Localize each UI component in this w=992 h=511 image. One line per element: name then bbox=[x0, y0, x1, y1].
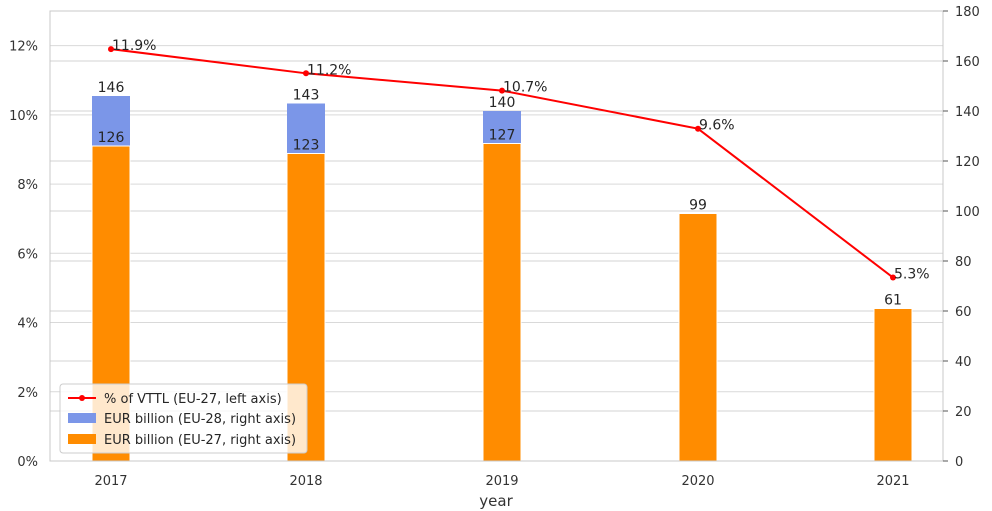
legend-label-vttl: % of VTTL (EU-27, left axis) bbox=[104, 392, 282, 407]
label-eu28: 146 bbox=[98, 80, 125, 96]
label-eu27: 99 bbox=[689, 198, 707, 214]
right-tick-label: 140 bbox=[955, 105, 980, 120]
data-labels: 146 143 140 126 123 127 99 61 11.9% 11.2% 10.7% 9.6… bbox=[98, 38, 930, 308]
left-tick-label: 0% bbox=[17, 455, 38, 470]
left-tick-label: 6% bbox=[17, 247, 38, 262]
point-vttl bbox=[499, 87, 505, 94]
x-tick-label: 2020 bbox=[681, 474, 714, 489]
x-tick-label: 2021 bbox=[876, 474, 909, 489]
left-tick-label: 12% bbox=[9, 40, 38, 55]
right-tick-label: 160 bbox=[955, 55, 980, 70]
legend-label-eu27: EUR billion (EU-27, right axis) bbox=[104, 433, 296, 448]
right-tick-label: 180 bbox=[955, 5, 980, 20]
x-tick-label: 2017 bbox=[94, 474, 127, 489]
bar-eu27 bbox=[678, 213, 718, 462]
legend-swatch-eu28 bbox=[68, 413, 96, 423]
plot-frame bbox=[49, 10, 944, 462]
legend-box bbox=[59, 383, 308, 454]
legend-marker-icon bbox=[79, 395, 85, 401]
right-tick-label: 60 bbox=[955, 305, 972, 320]
bar-eu27 bbox=[873, 308, 913, 462]
label-eu27: 61 bbox=[884, 293, 902, 309]
point-vttl bbox=[108, 46, 114, 53]
label-vttl: 5.3% bbox=[894, 267, 930, 283]
x-tick-label: 2019 bbox=[485, 474, 518, 489]
point-vttl bbox=[695, 125, 701, 132]
label-vttl: 11.9% bbox=[112, 38, 156, 54]
right-tick-label: 100 bbox=[955, 205, 980, 220]
x-tick-label: 2018 bbox=[289, 474, 322, 489]
x-axis-title: year bbox=[479, 492, 513, 510]
right-axis: 0 20 40 60 80 100 120 140 160 180 bbox=[943, 5, 980, 470]
right-tick-label: 40 bbox=[955, 355, 972, 370]
right-tick-label: 20 bbox=[955, 405, 972, 420]
label-eu27: 126 bbox=[98, 130, 125, 146]
legend-swatch-eu27 bbox=[68, 434, 96, 444]
left-tick-label: 8% bbox=[17, 178, 38, 193]
left-tick-label: 10% bbox=[9, 109, 38, 124]
plot-border bbox=[49, 10, 944, 462]
right-tick-label: 0 bbox=[955, 455, 963, 470]
legend: % of VTTL (EU-27, left axis) EUR billion … bbox=[59, 383, 308, 454]
left-axis: 0% 2% 4% 6% 8% 10% 12% bbox=[9, 40, 38, 470]
label-vttl: 9.6% bbox=[699, 118, 735, 134]
label-vttl: 10.7% bbox=[503, 80, 547, 96]
label-eu27: 127 bbox=[489, 128, 516, 144]
right-tick-label: 80 bbox=[955, 255, 972, 270]
line-layer bbox=[108, 46, 896, 281]
x-axis: year 2017 2018 2019 2020 2021 bbox=[94, 474, 909, 510]
left-tick-label: 2% bbox=[17, 386, 38, 401]
point-vttl bbox=[303, 70, 309, 77]
label-vttl: 11.2% bbox=[307, 62, 351, 78]
left-tick-label: 4% bbox=[17, 317, 38, 332]
legend-label-eu28: EUR billion (EU-28, right axis) bbox=[104, 412, 296, 427]
right-tick-label: 120 bbox=[955, 155, 980, 170]
label-eu28: 140 bbox=[489, 95, 516, 111]
bar-eu27 bbox=[482, 143, 522, 462]
point-vttl bbox=[890, 274, 896, 281]
label-eu28: 143 bbox=[293, 88, 320, 104]
label-eu27: 123 bbox=[293, 138, 320, 154]
